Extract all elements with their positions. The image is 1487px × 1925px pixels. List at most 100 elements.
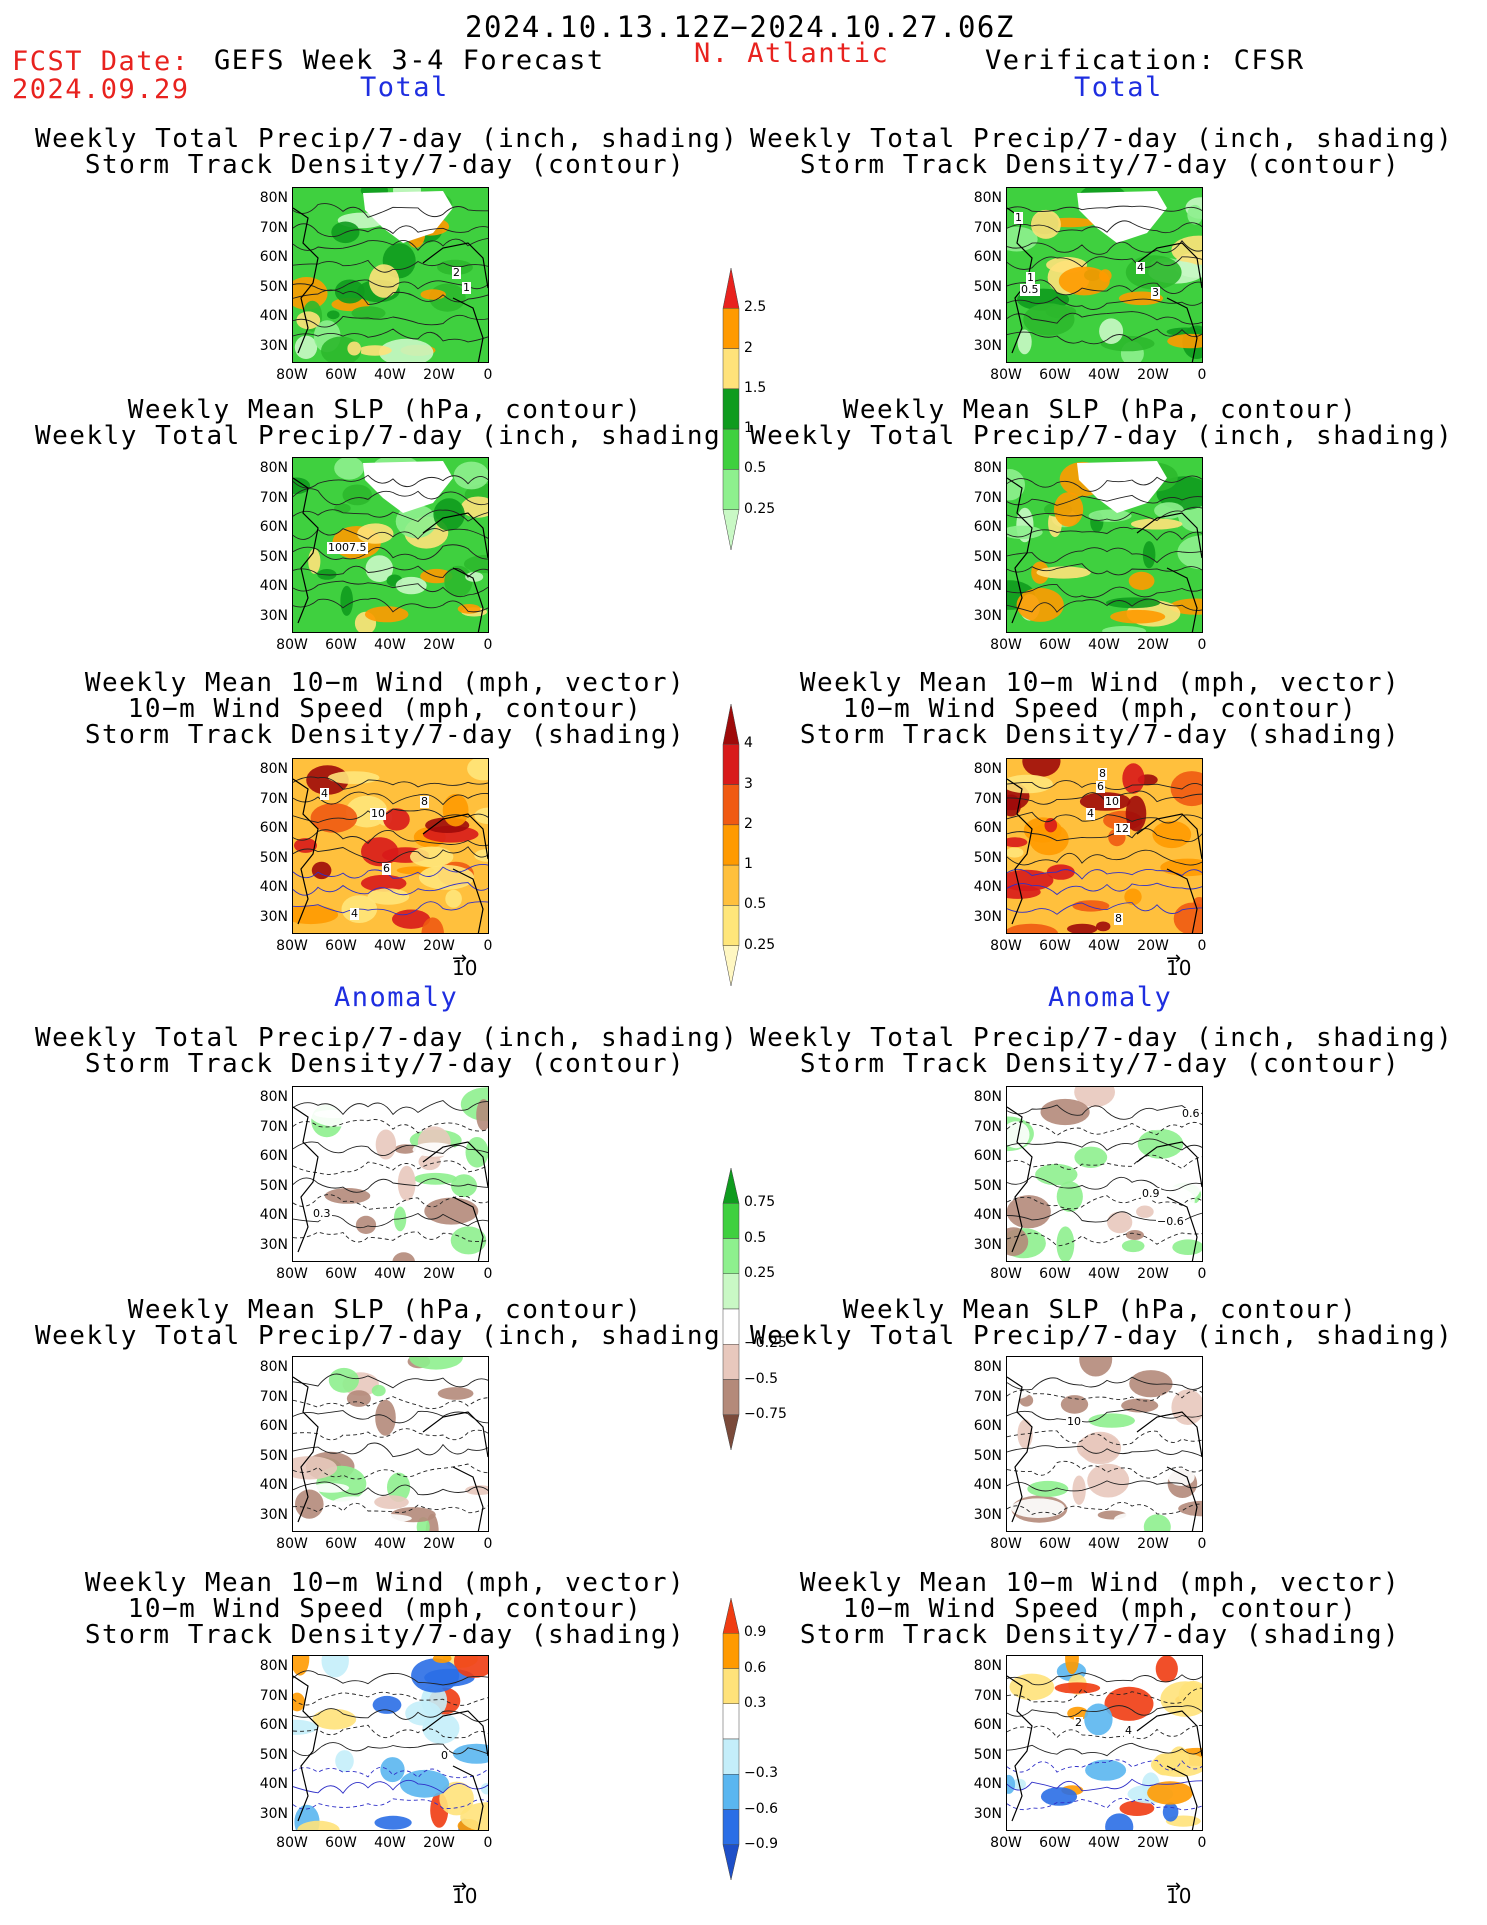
map-panel-r2-c2 [1006, 457, 1203, 633]
lat-label: 60N [973, 1418, 1002, 1434]
lon-label: 80W [276, 938, 308, 954]
colorbar-segment [722, 864, 740, 906]
lon-label: 40W [1088, 367, 1120, 383]
contour-label: 0.9 [1141, 1187, 1161, 1200]
lat-label: 60N [259, 249, 288, 265]
colorbar-segment [722, 308, 740, 349]
lon-label: 80W [276, 367, 308, 383]
panel-title-r6-c1-line1: Weekly Mean 10−m Wind (mph, vector) [84, 1568, 686, 1598]
colorbar-segment [722, 1597, 740, 1634]
lon-label: 0 [1197, 938, 1207, 954]
colorbar-segment [722, 348, 740, 390]
fcst-label: FCST Date: [12, 46, 190, 77]
panel-title-r1-c2-line1: Weekly Total Precip/7-day (inch, shading… [750, 124, 1454, 154]
panel-title-r4-c1-line1: Weekly Total Precip/7-day (inch, shading… [35, 1023, 739, 1053]
colorbar-label: −0.25 [744, 1335, 787, 1352]
contour-label: 1 [1014, 211, 1023, 224]
colorbar-label: 0.9 [744, 1624, 767, 1641]
contour-label: 1 [462, 281, 471, 294]
colorbar-segment [722, 1844, 740, 1881]
fcst-date: 2024.09.29 [12, 74, 190, 105]
panel-title-r3-c1-line2: 10−m Wind Speed (mph, contour) [127, 694, 643, 724]
lon-label: 60W [1039, 1835, 1071, 1851]
lat-label: 60N [259, 1717, 288, 1733]
contour-label: 4 [1124, 1724, 1133, 1737]
colorbar-label: −0.75 [744, 1405, 787, 1422]
panel-title-r3-c1-line1: Weekly Mean 10−m Wind (mph, vector) [84, 668, 686, 698]
lat-label: 70N [259, 790, 288, 807]
lon-label: 60W [1039, 1536, 1071, 1552]
lon-label: 80W [990, 1835, 1022, 1851]
colorbar-segment [722, 267, 740, 309]
lon-label: 80W [276, 1835, 308, 1851]
colorbar-label: 4 [744, 735, 753, 752]
lat-label: 80N [973, 1089, 1002, 1105]
lat-label: 30N [259, 1236, 288, 1253]
lon-label: 0 [1197, 1835, 1207, 1851]
lat-label: 70N [973, 489, 1002, 506]
lat-label: 50N [259, 1746, 288, 1763]
contour-label: 10 [1104, 795, 1120, 808]
colorbar-label: 3 [744, 775, 753, 792]
colorbar-label: 0.25 [744, 1264, 776, 1281]
lat-label: 80N [259, 1089, 288, 1105]
map-panel-r2-c1 [292, 457, 489, 633]
lat-label: 60N [259, 519, 288, 535]
lon-label: 0 [1197, 1536, 1207, 1552]
colorbar-segment [722, 1344, 740, 1380]
lon-label: 60W [325, 637, 357, 653]
lon-label: 40W [374, 367, 406, 383]
colorbar-label: 0.25 [744, 500, 776, 517]
lat-label: 30N [973, 1805, 1002, 1822]
lon-label: 20W [423, 367, 455, 383]
lon-label: 60W [1039, 1266, 1071, 1282]
panel-title-r4-c2-line2: Storm Track Density/7-day (contour) [799, 1049, 1401, 1079]
total-label-left: Total [360, 72, 449, 103]
colorbar-label: −0.3 [744, 1765, 778, 1782]
panel-title-r5-c2-line2: Weekly Total Precip/7-day (inch, shading… [750, 1321, 1454, 1351]
lat-label: 50N [973, 278, 1002, 295]
contour-label: −0.6 [1156, 1215, 1185, 1228]
lat-label: 30N [973, 1236, 1002, 1253]
lat-label: 30N [973, 1506, 1002, 1523]
colorbar-segment [722, 1273, 740, 1310]
lon-label: 80W [990, 637, 1022, 653]
lon-label: 0 [483, 1266, 493, 1282]
lon-label: 20W [1137, 938, 1169, 954]
colorbar-segment [722, 784, 740, 826]
verification-label: Verification: CFSR [985, 45, 1305, 76]
lat-label: 40N [973, 308, 1002, 324]
lon-label: 20W [423, 938, 455, 954]
lat-label: 70N [973, 1388, 1002, 1405]
colorbar-label: −0.6 [744, 1800, 778, 1817]
lon-label: 40W [1088, 637, 1120, 653]
map-panel-r5-c1 [292, 1356, 489, 1532]
contour-label: 4 [1136, 261, 1145, 274]
panel-title-r1-c1-line1: Weekly Total Precip/7-day (inch, shading… [35, 124, 739, 154]
lon-label: 60W [325, 938, 357, 954]
lon-label: 0 [483, 367, 493, 383]
contour-label: 4 [1086, 807, 1095, 820]
colorbar-precip_anom [722, 1167, 742, 1456]
panel-title-r6-c2-line2: 10−m Wind Speed (mph, contour) [842, 1594, 1358, 1624]
panel-title-r2-c2-line1: Weekly Mean SLP (hPa, contour) [842, 395, 1358, 425]
total-label-right: Total [1074, 72, 1163, 103]
lat-label: 60N [259, 1418, 288, 1434]
lat-label: 60N [259, 1148, 288, 1164]
lat-label: 60N [973, 519, 1002, 535]
contour-label: 6 [382, 862, 391, 875]
panel-title-r2-c1-line1: Weekly Mean SLP (hPa, contour) [127, 395, 643, 425]
lon-label: 80W [990, 938, 1022, 954]
lat-label: 30N [973, 607, 1002, 624]
panel-title-r4-c1-line2: Storm Track Density/7-day (contour) [84, 1049, 686, 1079]
colorbar-segment [722, 1203, 740, 1239]
lat-label: 80N [973, 1658, 1002, 1674]
panel-title-r5-c2-line1: Weekly Mean SLP (hPa, contour) [842, 1295, 1358, 1325]
lat-label: 70N [259, 1687, 288, 1704]
colorbar-label: −0.9 [744, 1835, 778, 1852]
lon-label: 0 [483, 938, 493, 954]
panel-title-r1-c1-line2: Storm Track Density/7-day (contour) [84, 150, 686, 180]
contour-label: 1007.5 [327, 541, 368, 554]
colorbar-segment [722, 1738, 740, 1775]
lon-label: 60W [1039, 637, 1071, 653]
